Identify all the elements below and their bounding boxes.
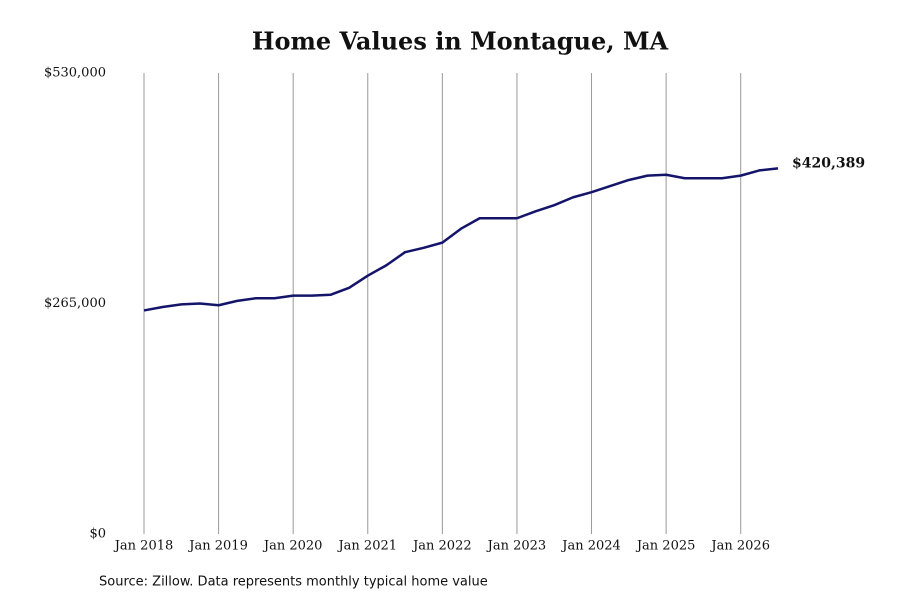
y-tick-label: $530,000: [44, 66, 106, 81]
line: [143, 167, 779, 312]
y-tick-label: $0: [89, 527, 106, 542]
end-label: $420,389: [792, 155, 865, 171]
x-tick-label: Jan 2026: [709, 539, 770, 554]
chart-title: Home Values in Montague, MA: [252, 27, 669, 56]
x-tick-label: Jan 2018: [113, 539, 174, 554]
x-tick-label: Jan 2023: [486, 539, 547, 554]
source-note: Source: Zillow. Data represents monthly …: [99, 575, 488, 590]
x-tick-label: Jan 2024: [560, 539, 621, 554]
x-tick-label: Jan 2025: [635, 539, 696, 554]
y-tick-label: $265,000: [44, 296, 106, 311]
x-tick-label: Jan 2022: [411, 539, 472, 554]
x-tick-label: Jan 2021: [336, 539, 397, 554]
x-tick-label: Jan 2020: [262, 539, 323, 554]
x-tick-label: Jan 2019: [187, 539, 248, 554]
